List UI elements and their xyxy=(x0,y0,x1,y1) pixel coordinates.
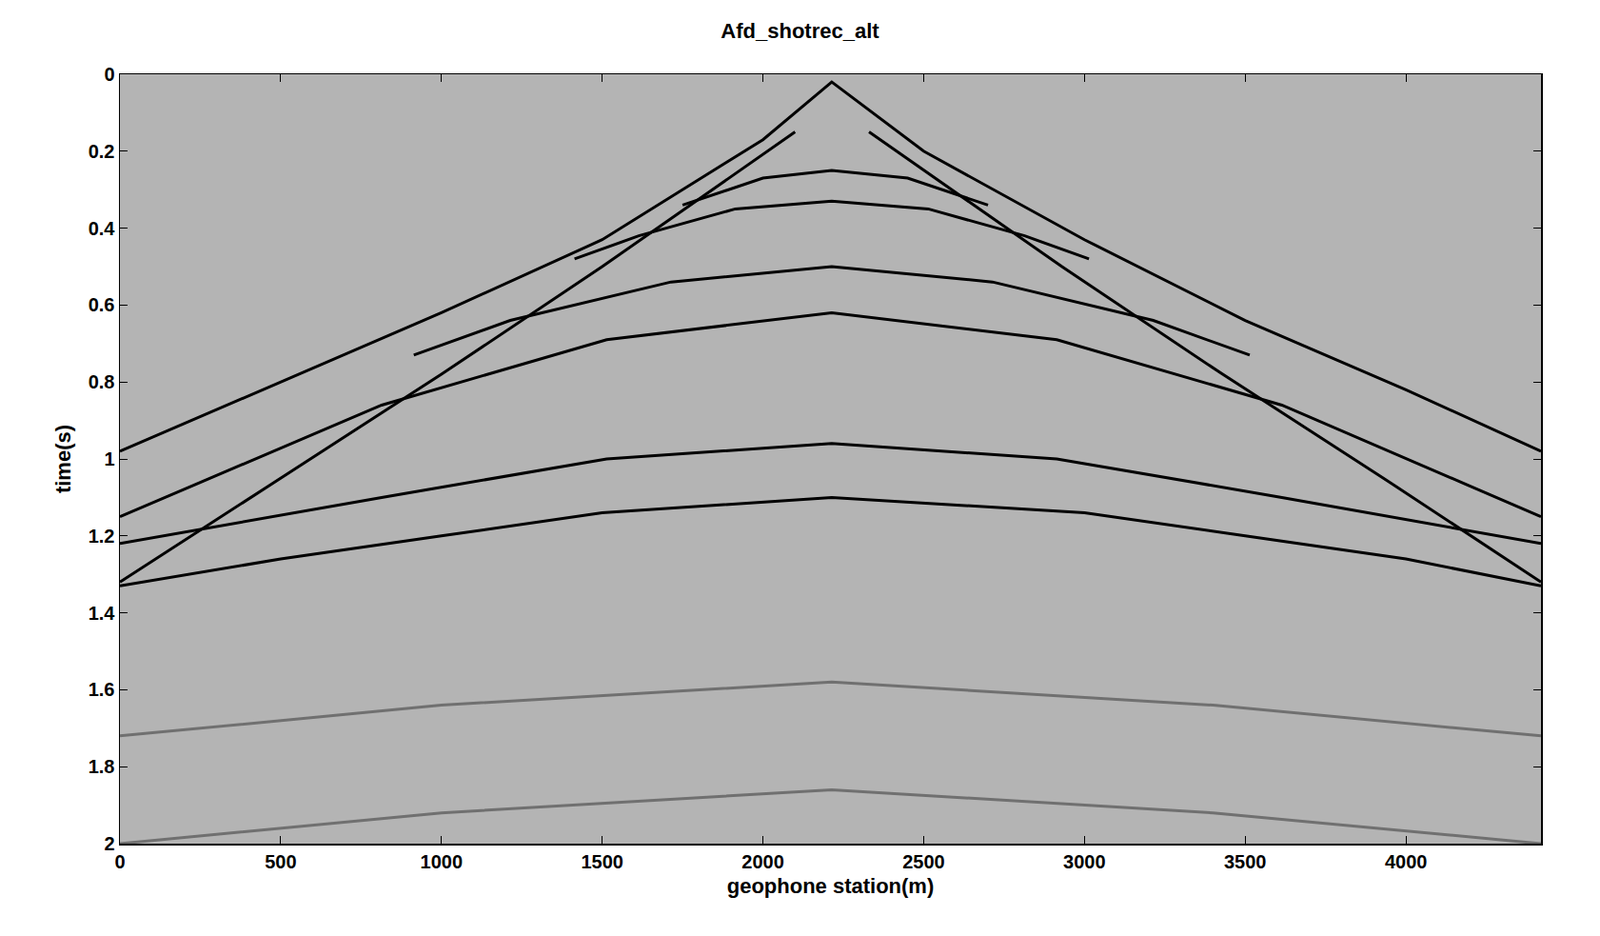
svg-text:1500: 1500 xyxy=(580,850,624,872)
svg-text:1000: 1000 xyxy=(420,850,464,872)
svg-text:1.2: 1.2 xyxy=(88,525,116,547)
svg-text:1.6: 1.6 xyxy=(88,678,116,700)
svg-text:4000: 4000 xyxy=(1384,850,1428,872)
svg-text:2500: 2500 xyxy=(902,850,946,872)
svg-text:2000: 2000 xyxy=(741,850,785,872)
svg-text:time(s): time(s) xyxy=(51,424,76,494)
svg-text:Afd_shotrec_alt: Afd_shotrec_alt xyxy=(720,19,880,43)
svg-text:0.4: 0.4 xyxy=(88,217,117,239)
svg-text:geophone station(m): geophone station(m) xyxy=(727,873,935,898)
svg-text:2: 2 xyxy=(103,832,115,854)
svg-text:0: 0 xyxy=(114,850,125,872)
svg-text:500: 500 xyxy=(264,850,297,872)
svg-text:1.8: 1.8 xyxy=(88,755,116,777)
svg-text:0: 0 xyxy=(103,63,115,85)
svg-text:0.8: 0.8 xyxy=(88,371,116,393)
svg-text:3000: 3000 xyxy=(1063,850,1107,872)
svg-text:0.2: 0.2 xyxy=(88,140,116,162)
svg-text:0.6: 0.6 xyxy=(88,294,116,316)
svg-text:1: 1 xyxy=(103,448,115,470)
svg-text:1.4: 1.4 xyxy=(88,602,117,624)
svg-text:3500: 3500 xyxy=(1224,850,1267,872)
